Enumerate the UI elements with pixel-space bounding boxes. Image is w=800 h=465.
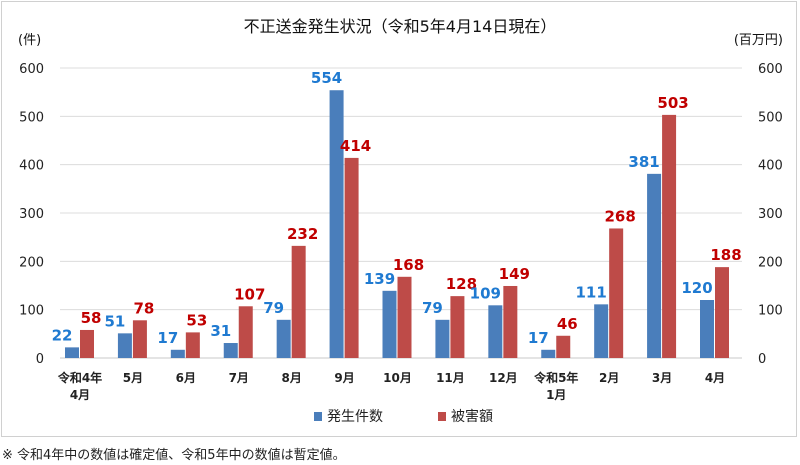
bar-amount — [556, 335, 571, 358]
legend-label: 発生件数 — [327, 409, 383, 425]
x-tick-label: 令和5年 — [533, 370, 578, 385]
x-tick-label: 9月 — [334, 371, 354, 385]
data-label-amount: 149 — [499, 265, 530, 283]
legend-swatch — [438, 412, 446, 421]
legend-label: 被害額 — [451, 409, 493, 425]
bar-amount — [80, 329, 94, 358]
data-label-count: 17 — [528, 329, 549, 347]
y-tick-left: 600 — [19, 62, 44, 77]
y-tick-right: 0 — [758, 352, 766, 367]
data-label-amount: 503 — [657, 94, 688, 112]
y-tick-right: 300 — [758, 207, 783, 222]
bar-amount — [344, 157, 359, 358]
bar-amount — [609, 228, 624, 358]
bar-amount — [450, 296, 465, 358]
data-label-amount: 168 — [393, 256, 424, 274]
x-tick-label: 1月 — [546, 388, 566, 402]
bar-amount — [238, 306, 253, 358]
data-label-count: 139 — [364, 270, 395, 288]
data-label-amount: 46 — [557, 315, 578, 333]
legend-swatch — [314, 412, 322, 421]
data-label-count: 381 — [628, 153, 659, 171]
bar-count — [541, 349, 556, 358]
x-tick-label: 2月 — [599, 371, 619, 385]
x-tick-label: 3月 — [652, 371, 672, 385]
x-tick-label: 7月 — [229, 371, 249, 385]
x-tick-label: 令和4年 — [57, 370, 102, 385]
chart-title: 不正送金発生状況（令和5年4月14日現在） — [244, 17, 557, 36]
y-tick-right: 600 — [758, 62, 783, 77]
data-label-count: 79 — [422, 299, 443, 317]
data-label-count: 554 — [311, 69, 342, 87]
y-tick-left: 200 — [19, 255, 44, 270]
x-tick-label: 4月 — [705, 371, 725, 385]
y-tick-right: 100 — [758, 304, 783, 319]
bar-amount — [503, 285, 518, 358]
bar-count — [329, 90, 344, 358]
y-axis-right-label: (百万円) — [734, 33, 783, 48]
y-tick-right: 500 — [758, 110, 783, 125]
bar-amount — [662, 114, 677, 358]
y-tick-left: 300 — [19, 207, 44, 222]
data-label-amount: 188 — [710, 246, 741, 264]
bar-amount — [397, 276, 412, 358]
bar-count — [117, 333, 132, 358]
bar-count — [65, 347, 79, 358]
y-tick-right: 400 — [758, 159, 783, 174]
bar-count — [594, 304, 609, 358]
data-label-count: 51 — [104, 312, 125, 330]
data-label-amount: 53 — [186, 311, 207, 329]
bar-amount — [132, 320, 147, 358]
x-tick-label: 6月 — [176, 371, 196, 385]
bar-count — [488, 305, 503, 358]
data-label-amount: 107 — [234, 285, 265, 303]
bar-count — [382, 290, 397, 358]
bar-chart: 不正送金発生状況（令和5年4月14日現在） (件) (百万円) 0 0 100 100 200… — [18, 17, 783, 425]
bar-count — [276, 319, 291, 358]
data-label-amount: 128 — [446, 275, 477, 293]
x-tick-label: 10月 — [383, 371, 412, 385]
data-label-count: 22 — [52, 326, 73, 344]
data-label-count: 31 — [210, 322, 231, 340]
y-tick-right: 200 — [758, 255, 783, 270]
footnote: ※ 令和4年中の数値は確定値、令和5年中の数値は暫定値。 — [2, 448, 346, 463]
bar-amount — [291, 245, 306, 358]
bar-count — [223, 343, 238, 358]
y-tick-left: 400 — [19, 159, 44, 174]
chart-frame — [1, 1, 797, 437]
data-label-count: 109 — [470, 284, 501, 302]
data-label-amount: 268 — [605, 207, 636, 225]
x-tick-label: 5月 — [123, 371, 143, 385]
data-label-count: 111 — [576, 283, 607, 301]
x-tick-label: 11月 — [436, 371, 465, 385]
bar-count — [170, 349, 185, 358]
data-label-amount: 414 — [340, 137, 371, 155]
data-label-amount: 78 — [133, 299, 154, 317]
data-label-count: 79 — [263, 299, 284, 317]
x-tick-label: 12月 — [489, 371, 518, 385]
data-label-amount: 58 — [81, 309, 102, 327]
bar-count — [700, 300, 714, 358]
x-tick-label: 8月 — [281, 371, 301, 385]
y-tick-left: 100 — [19, 304, 44, 319]
bar-count — [435, 319, 450, 358]
data-label-count: 120 — [681, 279, 712, 297]
data-label-count: 17 — [157, 329, 178, 347]
x-tick-label: 4月 — [70, 388, 90, 402]
data-label-amount: 232 — [287, 225, 318, 243]
bar-count — [647, 173, 662, 358]
y-tick-left: 0 — [36, 352, 44, 367]
y-axis-left-label: (件) — [18, 33, 41, 48]
bar-amount — [185, 332, 200, 358]
bar-amount — [715, 267, 729, 358]
y-tick-left: 500 — [19, 110, 44, 125]
